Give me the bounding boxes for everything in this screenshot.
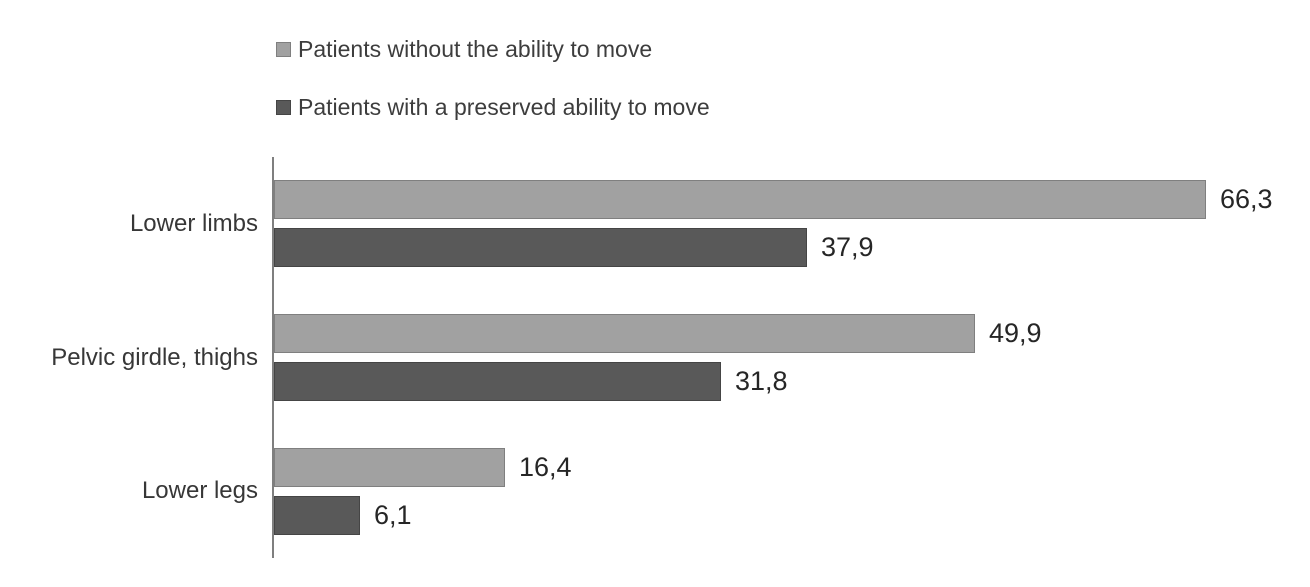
bar-series-2	[274, 362, 721, 401]
plot-area: Lower limbs 66,3 37,9 Pelvic girdle, thighs…	[0, 157, 1310, 558]
bar-row: 6,1	[274, 495, 1310, 535]
bar-series-1	[274, 314, 975, 353]
legend-swatch-icon	[276, 100, 291, 115]
bar-value-label: 49,9	[989, 318, 1042, 348]
bar-group: Pelvic girdle, thighs 49,9 31,8	[0, 291, 1310, 425]
bar-value-label: 16,4	[519, 451, 572, 482]
bar-row: 31,8	[274, 362, 1310, 401]
bar-row: 49,9	[274, 314, 1310, 353]
bar-row: 16,4	[274, 447, 1310, 487]
category-label: Lower legs	[141, 477, 258, 505]
legend-label: Patients without the ability to move	[298, 36, 653, 62]
bar-value-label: 31,8	[735, 366, 788, 396]
bar-row: 66,3	[274, 180, 1310, 220]
bar-series-2	[274, 228, 807, 268]
bar-series-1	[274, 447, 505, 487]
y-axis-line	[272, 157, 274, 558]
bar-series-2	[274, 495, 360, 535]
bar-value-label: 66,3	[1220, 184, 1273, 215]
bar-group: Lower limbs 66,3 37,9	[0, 157, 1310, 291]
category-label: Pelvic girdle, thighs	[51, 343, 258, 371]
legend-label: Patients with a preserved ability to mov…	[298, 94, 710, 120]
legend-item-series-2: Patients with a preserved ability to mov…	[276, 94, 710, 121]
bar-row: 37,9	[274, 228, 1310, 268]
category-label: Lower limbs	[129, 209, 258, 237]
bar-value-label: 37,9	[821, 232, 874, 263]
chart-legend: Patients without the ability to move Pati…	[276, 36, 710, 121]
bar-value-label: 6,1	[374, 499, 412, 530]
bar-group: Lower legs 16,4 6,1	[0, 424, 1310, 558]
legend-item-series-1: Patients without the ability to move	[276, 36, 710, 63]
legend-swatch-icon	[276, 42, 291, 57]
bar-series-1	[274, 180, 1206, 220]
